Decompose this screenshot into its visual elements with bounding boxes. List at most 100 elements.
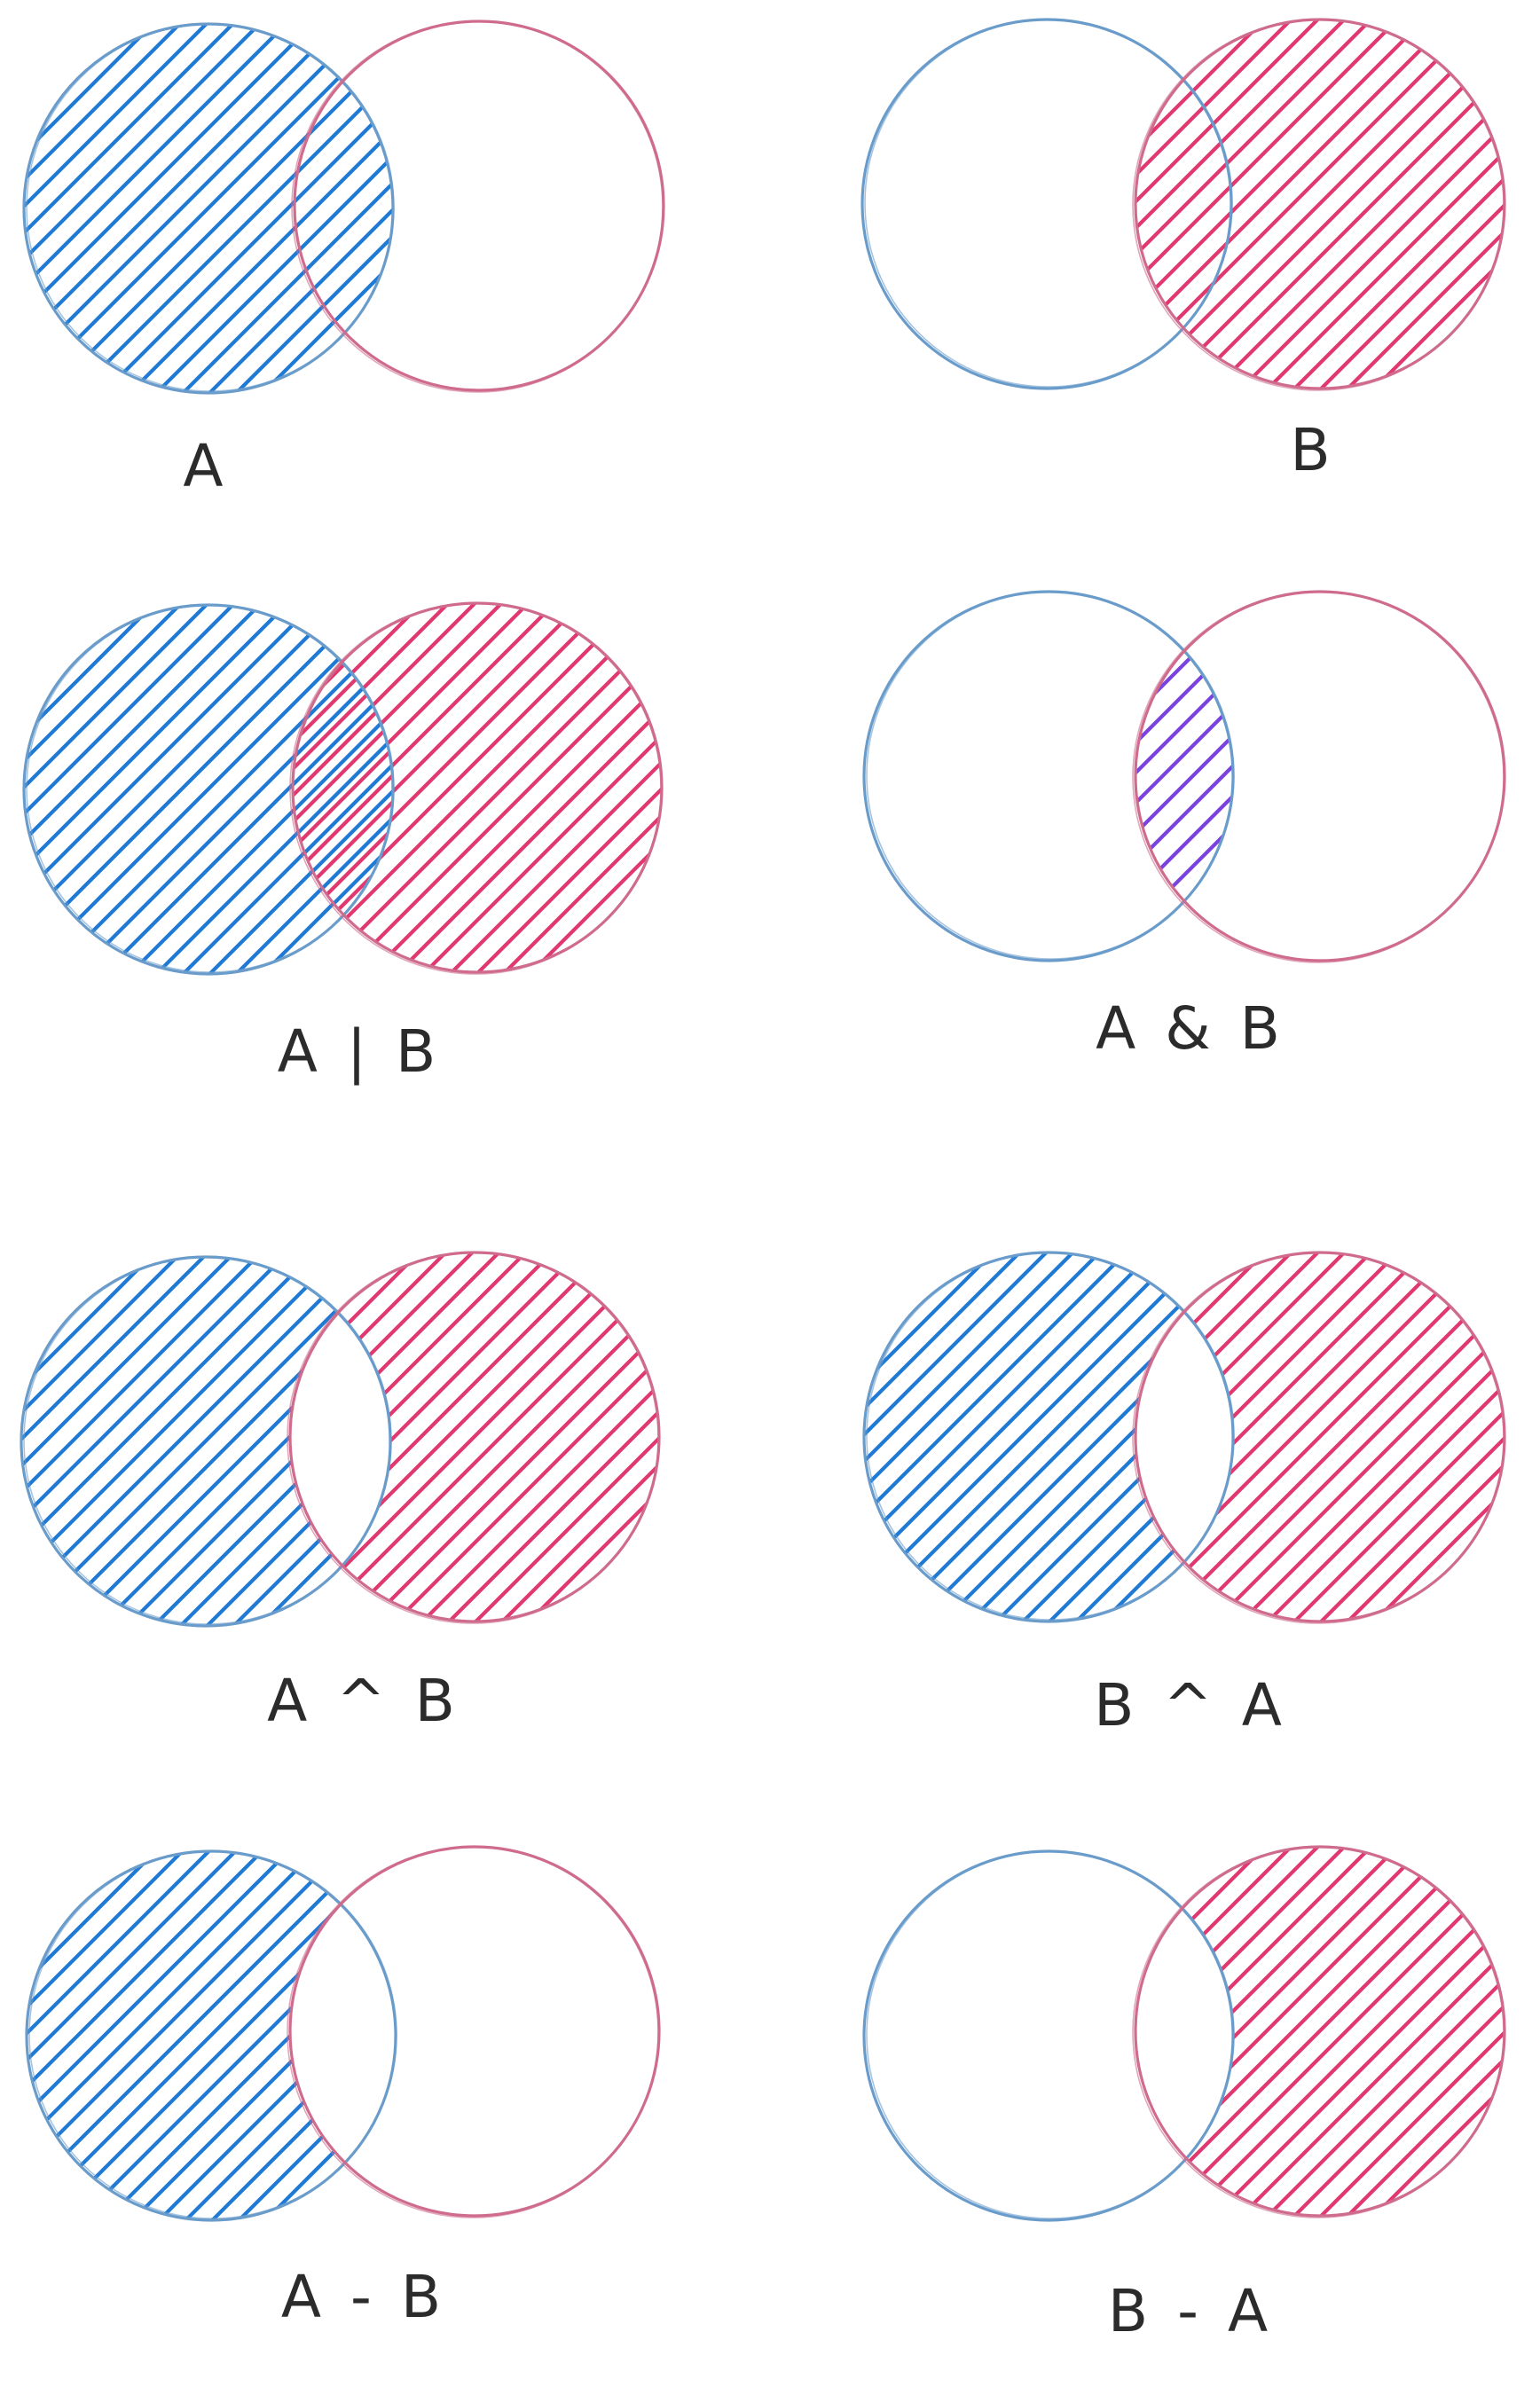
hatch-line — [562, 1232, 971, 1642]
hatch-line — [1135, 592, 1233, 961]
hatch-line — [1222, 1320, 1540, 1642]
hatch-line — [0, 1237, 383, 1623]
hatch-line — [0, 585, 279, 868]
hatch-line — [1408, 273, 1540, 409]
hatch-line — [1088, 1826, 1497, 2236]
hatch-line — [1115, 1826, 1524, 2236]
hatch-line — [822, 0, 1231, 409]
hatch-line — [293, 605, 393, 972]
hatch-line — [107, 1237, 516, 1646]
hatch-line — [1142, 1240, 1540, 1642]
hatch-line — [485, 583, 894, 993]
hatch-line — [0, 4, 120, 127]
hatch-line — [1222, 1914, 1540, 2236]
hatch-line — [0, 585, 306, 894]
hatch-line — [295, 24, 306, 390]
hatch-line — [0, 1831, 149, 1983]
hatch-line — [33, 1831, 442, 2241]
hatch-line — [0, 585, 386, 974]
hatch-line — [54, 1237, 463, 1646]
label-a-or-b: A | B — [278, 1017, 442, 1086]
hatch-line — [1355, 2047, 1540, 2236]
hatch-line — [0, 585, 120, 708]
hatch-line — [1168, 34, 1540, 409]
hatch-line — [1248, 114, 1540, 409]
label-b: B — [1290, 416, 1335, 484]
diagram-union: A | B — [0, 583, 974, 1086]
hatch-line — [1248, 1941, 1540, 2236]
hatch-line — [326, 583, 735, 993]
set-b-circle — [1132, 590, 1506, 963]
hatch-line — [688, 574, 1093, 978]
hatch-line — [0, 4, 146, 153]
hatch-line — [711, 1232, 1120, 1642]
hatch-line — [631, 1232, 1040, 1642]
set-a-circle — [862, 590, 1235, 962]
hatch-line — [134, 1237, 543, 1646]
set-b-circle — [1132, 18, 1506, 391]
hatch-line — [0, 4, 386, 393]
hatch-line — [0, 4, 226, 233]
hatch-line — [1110, 1232, 1519, 1642]
set-a-circle — [25, 1849, 397, 2222]
hatch-line — [1035, 1826, 1444, 2236]
hatch-line — [0, 585, 226, 814]
hatch-line — [1199, 592, 1233, 961]
hatch-line — [0, 1237, 277, 1517]
hatch-line — [1, 1237, 410, 1646]
hatch-line — [955, 0, 1364, 409]
hatch-line — [684, 1232, 1093, 1642]
hatch-line — [1381, 247, 1540, 409]
set-b-circle — [289, 601, 664, 975]
hatch-line — [1035, 0, 1444, 409]
set-a-circle — [22, 603, 395, 976]
hatch-line — [0, 585, 333, 921]
hatch-line — [1328, 193, 1540, 409]
hatch-line — [1168, 1267, 1540, 1642]
hatch-line — [0, 585, 253, 841]
hatch-line — [0, 1237, 250, 1490]
hatch-line — [1135, 592, 1233, 961]
hatch-line — [30, 4, 439, 413]
hatch-line — [113, 1831, 522, 2241]
diagram-a: A — [0, 4, 705, 500]
hatch-line — [4, 4, 412, 413]
hatch-line — [0, 1237, 144, 1384]
hatch-line — [1135, 592, 1233, 961]
hatch-line — [1381, 2074, 1540, 2236]
hatch-line — [1142, 1834, 1540, 2236]
hatch-line — [0, 1831, 122, 1957]
hatch-line — [1355, 1453, 1540, 1642]
set-b-circle — [287, 1251, 661, 1624]
hatch-line — [432, 583, 841, 993]
hatch-line — [240, 1237, 649, 1646]
hatch-line — [790, 1232, 1199, 1642]
hatch-line — [110, 4, 519, 413]
hatch-line — [272, 1831, 681, 2241]
hatch-line — [1195, 60, 1540, 409]
hatch-line — [1115, 1232, 1524, 1642]
hatch-line — [1135, 592, 1233, 961]
hatch-line — [0, 1831, 255, 2090]
hatch-line — [0, 1237, 117, 1357]
hatch-line — [323, 1232, 732, 1642]
hatch-line — [0, 585, 173, 761]
hatch-line — [0, 4, 359, 366]
hatch-line — [1088, 0, 1497, 409]
hatch-line — [28, 1237, 436, 1646]
hatch-line — [0, 1237, 303, 1543]
hatch-line — [604, 1232, 1013, 1642]
set-a-circle — [22, 22, 395, 395]
hatch-line — [982, 1232, 1391, 1642]
hatch-line — [293, 605, 393, 972]
diagram-xor-ba: B ^ A — [551, 1232, 1540, 1739]
hatch-line — [512, 583, 921, 993]
hatch-line — [1136, 1235, 1540, 1642]
hatch-line — [551, 1232, 960, 1642]
set-a-circle — [862, 1251, 1235, 1623]
hatch-line — [403, 1232, 812, 1642]
hatch-line — [0, 1831, 202, 2037]
hatch-line — [1057, 1232, 1465, 1642]
hatch-line — [1062, 1232, 1471, 1642]
hatch-line — [214, 1237, 623, 1646]
